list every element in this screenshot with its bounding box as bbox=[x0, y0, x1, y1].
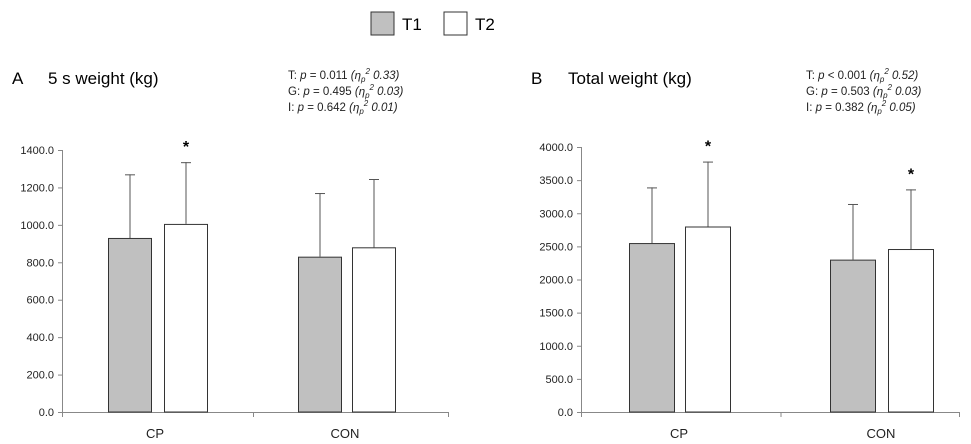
bar-t1 bbox=[108, 237, 152, 413]
significance-marker: * bbox=[183, 139, 190, 156]
stats-p-symbol: p bbox=[302, 86, 310, 98]
stats-paren: ( bbox=[873, 86, 878, 98]
x-category-label: CP bbox=[146, 426, 164, 441]
stats-p-symbol: p bbox=[820, 86, 828, 98]
stats-eta-superscript: 2 bbox=[881, 99, 887, 108]
bar-t2 bbox=[352, 247, 396, 413]
stats-p-symbol: p bbox=[815, 102, 823, 114]
y-tick-label: 1000.0 bbox=[539, 341, 573, 353]
y-tick-label: 600.0 bbox=[26, 295, 54, 307]
y-tick-label: 1000.0 bbox=[20, 220, 54, 232]
bar-t1 bbox=[298, 256, 342, 413]
stats-line: T: p = 0.011 (ηp2 0.33) bbox=[288, 67, 399, 84]
stats-prefix: T: bbox=[288, 70, 300, 82]
panel-letter: B bbox=[531, 69, 542, 88]
y-tick-label: 3000.0 bbox=[539, 208, 573, 220]
y-tick-label: 800.0 bbox=[26, 257, 54, 269]
stats-eta-subscript: p bbox=[360, 75, 366, 84]
stats-p-value: = 0.382 bbox=[822, 102, 867, 114]
legend-label-t1: T1 bbox=[402, 15, 422, 34]
stats-eta-subscript: p bbox=[882, 91, 888, 100]
stats-eta-value: 0.03) bbox=[892, 86, 922, 98]
stats-eta-subscript: p bbox=[358, 107, 364, 116]
y-tick-label: 1400.0 bbox=[20, 145, 54, 157]
stats-eta-value: 0.01) bbox=[368, 102, 398, 114]
stats-eta-symbol: η bbox=[871, 102, 877, 114]
stats-prefix: T: bbox=[806, 70, 818, 82]
x-category-label: CON bbox=[867, 426, 896, 441]
stats-p-symbol: p bbox=[297, 102, 305, 114]
stats-eta-value: 0.52) bbox=[889, 70, 919, 82]
y-tick-label: 0.0 bbox=[558, 407, 573, 419]
bar-t2 bbox=[888, 249, 934, 413]
legend-label-t2: T2 bbox=[475, 15, 495, 34]
stats-line: I: p = 0.382 (ηp2 0.05) bbox=[806, 99, 916, 116]
panel-b: B Total weight (kg) T: p < 0.001 (ηp2 0.52… bbox=[531, 67, 960, 441]
stats-eta-subscript: p bbox=[876, 107, 882, 116]
chart-title: Total weight (kg) bbox=[568, 69, 692, 88]
y-tick-label: 2500.0 bbox=[539, 241, 573, 253]
stats-eta-value: 0.03) bbox=[374, 86, 404, 98]
bar-t2 bbox=[164, 223, 208, 413]
stats-p-value: < 0.001 bbox=[825, 70, 870, 82]
stats-eta-value: 0.33) bbox=[370, 70, 400, 82]
y-tick-label: 500.0 bbox=[545, 374, 573, 386]
stats-prefix: G: bbox=[288, 86, 303, 98]
stats-prefix: G: bbox=[806, 86, 821, 98]
x-category-label: CON bbox=[331, 426, 360, 441]
stats-p-value: = 0.642 bbox=[304, 102, 349, 114]
stats-eta-subscript: p bbox=[879, 75, 885, 84]
chart-title: 5 s weight (kg) bbox=[48, 69, 159, 88]
stats-eta-symbol: η bbox=[353, 102, 359, 114]
legend: T1 T2 bbox=[370, 11, 495, 36]
stats-eta-superscript: 2 bbox=[883, 67, 889, 76]
bar-t1 bbox=[629, 243, 675, 413]
stats-p-value: = 0.495 bbox=[310, 86, 355, 98]
y-tick-label: 400.0 bbox=[26, 332, 54, 344]
y-tick-label: 3500.0 bbox=[539, 175, 573, 187]
stats-p-value: = 0.011 bbox=[307, 70, 351, 82]
panel-letter: A bbox=[12, 69, 24, 88]
stats-paren: ( bbox=[351, 70, 356, 82]
stats-p-symbol: p bbox=[817, 70, 825, 82]
stats-line: I: p = 0.642 (ηp2 0.01) bbox=[288, 99, 398, 116]
stats-eta-symbol: η bbox=[873, 70, 879, 82]
stats-prefix: I: bbox=[806, 102, 816, 114]
y-tick-label: 2000.0 bbox=[539, 275, 573, 287]
stats-line: G: p = 0.495 (ηp2 0.03) bbox=[288, 83, 404, 100]
y-tick-label: 1500.0 bbox=[539, 308, 573, 320]
y-tick-label: 4000.0 bbox=[539, 142, 573, 154]
stats-eta-symbol: η bbox=[355, 70, 361, 82]
bar-t2 bbox=[685, 226, 731, 413]
stats-eta-superscript: 2 bbox=[887, 83, 893, 92]
significance-marker: * bbox=[908, 166, 915, 183]
stats-paren: ( bbox=[867, 102, 872, 114]
significance-marker: * bbox=[705, 139, 712, 156]
stats-line: T: p < 0.001 (ηp2 0.52) bbox=[806, 67, 918, 84]
stats-eta-symbol: η bbox=[877, 86, 883, 98]
stats-eta-superscript: 2 bbox=[364, 67, 370, 76]
stats-p-value: = 0.503 bbox=[828, 86, 873, 98]
stats-paren: ( bbox=[349, 102, 354, 114]
stats-prefix: I: bbox=[288, 102, 298, 114]
stats-eta-superscript: 2 bbox=[363, 99, 369, 108]
legend-swatch-t1 bbox=[370, 11, 395, 36]
stats-paren: ( bbox=[355, 86, 360, 98]
stats-eta-superscript: 2 bbox=[369, 83, 375, 92]
bar-t1 bbox=[830, 259, 876, 413]
x-category-label: CP bbox=[670, 426, 688, 441]
stats-eta-subscript: p bbox=[364, 91, 370, 100]
legend-swatch-t2 bbox=[443, 11, 468, 36]
y-tick-label: 200.0 bbox=[26, 370, 54, 382]
stats-eta-symbol: η bbox=[359, 86, 365, 98]
stats-paren: ( bbox=[870, 70, 875, 82]
y-tick-label: 0.0 bbox=[39, 407, 54, 419]
y-tick-label: 1200.0 bbox=[20, 182, 54, 194]
stats-p-symbol: p bbox=[299, 70, 307, 82]
stats-line: G: p = 0.503 (ηp2 0.03) bbox=[806, 83, 922, 100]
stats-eta-value: 0.05) bbox=[886, 102, 916, 114]
